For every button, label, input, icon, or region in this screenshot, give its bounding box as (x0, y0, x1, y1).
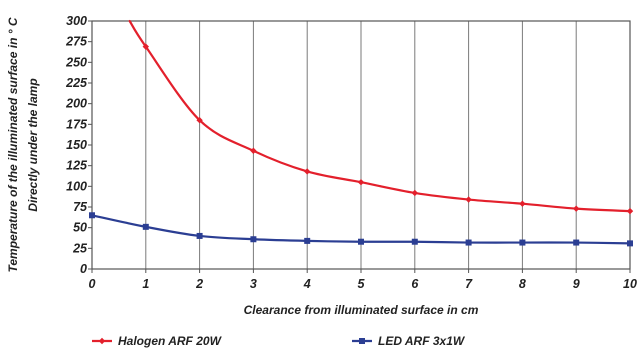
x-tick-label-2: 2 (195, 277, 203, 291)
legend-item-1: Halogen ARF 20W (92, 334, 223, 348)
x-tick-label-3: 3 (250, 277, 257, 291)
data-point-1-9 (573, 205, 580, 212)
series-1 (128, 19, 634, 215)
grid-lines (145, 21, 577, 269)
x-tick-label-10: 10 (623, 277, 637, 291)
data-point-1-4 (304, 168, 311, 175)
y-tick-label-50: 50 (73, 221, 87, 235)
data-point-1-1 (142, 43, 149, 50)
data-point-1-10 (626, 207, 634, 215)
x-tick-label-0: 0 (89, 277, 96, 291)
data-point-2-6 (411, 238, 418, 245)
series-line-1 (128, 19, 632, 213)
data-point-1-5 (357, 179, 365, 186)
x-tick-label-9: 9 (573, 277, 580, 291)
data-point-2-0 (89, 212, 95, 219)
y-tick-label-200: 200 (65, 97, 87, 111)
data-point-2-1 (142, 223, 149, 230)
data-point-2-9 (573, 239, 580, 246)
data-point-2-8 (519, 239, 526, 246)
legend-swatch-marker-2 (359, 338, 365, 344)
x-axis-ticks: 0 1 2 3 4 5 6 7 8 9 10 (89, 269, 637, 291)
legend: Halogen ARF 20W LED ARF 3x1W (92, 334, 466, 348)
y-tick-label-100: 100 (66, 179, 87, 193)
data-point-2-3 (250, 236, 257, 243)
data-point-1-2 (196, 117, 203, 124)
x-axis-label: Clearance from illuminated surface in cm (244, 303, 479, 317)
y-tick-label-300: 300 (66, 14, 87, 28)
data-point-1-7 (465, 196, 472, 203)
y-tick-label-250: 250 (65, 55, 87, 69)
x-tick-label-8: 8 (519, 277, 526, 291)
data-point-1-3 (250, 147, 257, 154)
x-tick-label-4: 4 (303, 277, 311, 291)
data-point-1-8 (519, 200, 526, 207)
legend-swatch-marker-1 (98, 337, 106, 345)
series-2 (89, 212, 633, 247)
data-point-2-7 (465, 239, 472, 246)
y-tick-label-275: 275 (65, 35, 88, 49)
x-tick-label-7: 7 (465, 277, 473, 291)
x-tick-label-1: 1 (142, 277, 149, 291)
y-tick-label-225: 225 (65, 76, 88, 90)
y-tick-label-125: 125 (66, 159, 88, 173)
legend-label-1: Halogen ARF 20W (118, 334, 223, 348)
legend-item-2: LED ARF 3x1W (352, 334, 466, 348)
series-layer (89, 19, 634, 247)
y-tick-label-150: 150 (66, 138, 87, 152)
y-axis-ticks: 0 25 50 75 100 125 150 175 200 225 250 275 300 (65, 14, 92, 276)
data-point-2-10 (627, 240, 633, 247)
y-axis-label-line-2: Directly under the lamp (26, 78, 40, 211)
y-tick-label-75: 75 (73, 200, 88, 214)
x-tick-label-5: 5 (358, 277, 366, 291)
y-tick-label-175: 175 (66, 117, 88, 131)
y-tick-label-25: 25 (72, 241, 88, 255)
y-axis-label-line-1: Temperature of the illuminated surface i… (6, 17, 20, 272)
y-tick-label-0: 0 (80, 262, 87, 276)
x-tick-label-6: 6 (411, 277, 419, 291)
data-point-2-5 (358, 238, 364, 245)
legend-label-2: LED ARF 3x1W (378, 334, 466, 348)
data-point-1-6 (411, 189, 418, 197)
data-point-2-4 (304, 237, 311, 244)
data-point-2-2 (196, 232, 203, 239)
